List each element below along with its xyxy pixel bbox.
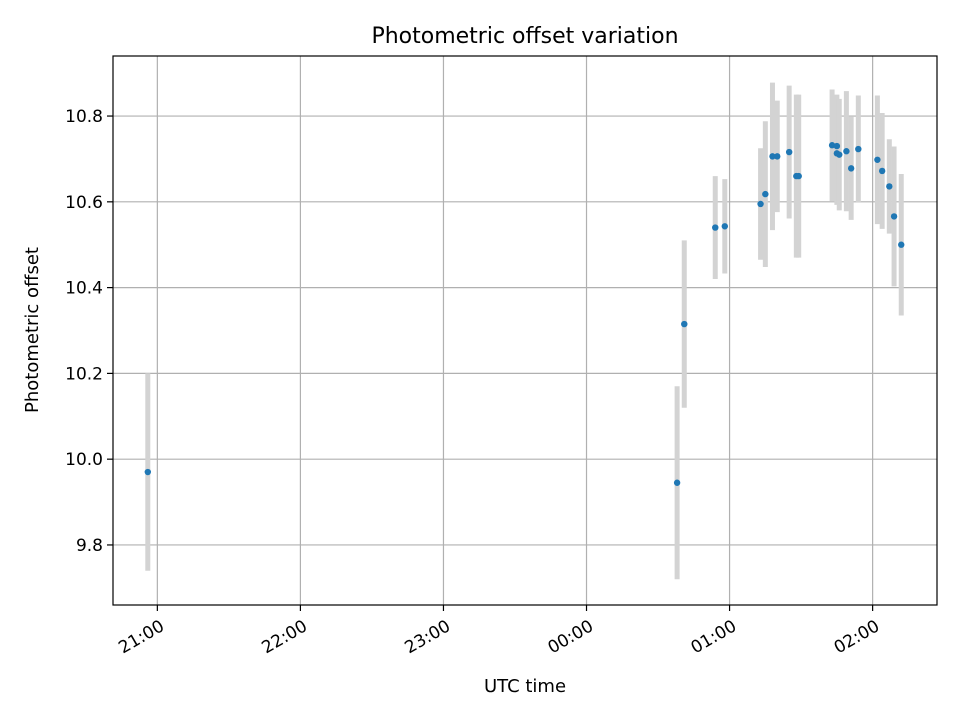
x-axis-label: UTC time [484,676,566,697]
data-point [774,153,781,160]
data-point [836,151,843,158]
data-point [762,190,769,198]
data-point [681,320,688,328]
data-point [874,156,881,163]
y-tick-label: 10.4 [65,279,103,299]
y-tick-label: 10.6 [65,193,103,213]
grid-lines [113,56,937,605]
plot-frame [112,55,938,606]
y-tick-label: 9.8 [76,536,103,556]
data-point [855,145,862,153]
chart-title: Photometric offset variation [371,24,678,49]
data-point [144,468,152,476]
data-point [721,223,729,230]
data-point [890,213,898,220]
data-point [833,142,841,150]
data-point [712,224,719,231]
data-point [757,200,764,208]
data-point [795,172,802,180]
data-point [878,167,886,175]
data-point [886,183,893,190]
data-point [785,148,793,156]
y-tick-label: 10.2 [65,364,103,384]
y-tick-label: 10.8 [65,107,103,127]
data-point [828,142,836,149]
y-tick-label: 10.0 [65,450,103,470]
data-points [144,142,905,486]
data-point [673,479,681,486]
data-point [847,165,855,172]
y-axis-label: Photometric offset [22,247,43,413]
data-point [769,153,776,160]
data-point [843,148,850,155]
y-axis-ticks: 9.8 10.0 10.2 10.4 10.6 10.8 [65,107,113,556]
data-point [898,241,905,248]
